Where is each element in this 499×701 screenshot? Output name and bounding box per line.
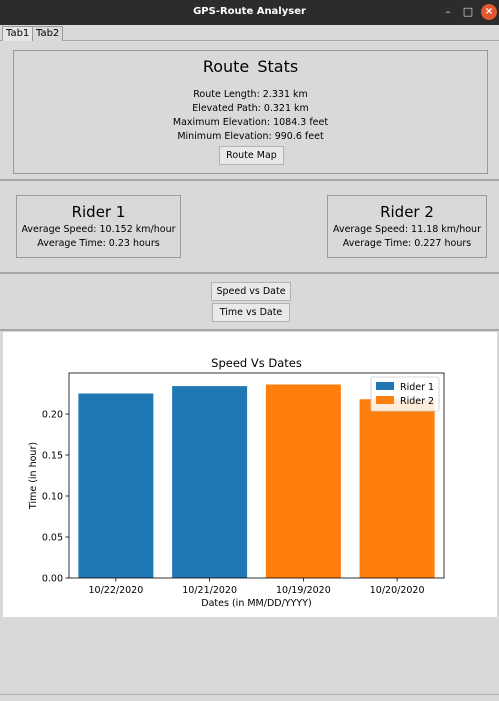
window-titlebar: GPS-Route Analyser – □ × (0, 0, 499, 25)
close-icon[interactable]: × (481, 4, 497, 20)
rider2-panel: Rider 2 Average Speed: 11.18 km/hour Ave… (327, 195, 487, 258)
route-stats-title: Route Stats (202, 57, 299, 76)
window-title: GPS-Route Analyser (193, 6, 306, 17)
y-tick-label: 0.20 (42, 410, 63, 421)
time-vs-date-button[interactable]: Time vs Date (212, 303, 290, 322)
bar-chart: Speed Vs Dates 0.00 0.05 0.10 0.15 0.20 10/22/… (28, 356, 445, 609)
rider2-speed: Average Speed: 11.18 km/hour (333, 224, 481, 235)
legend-swatch-1 (376, 382, 394, 390)
rider2-time: Average Time: 0.227 hours (342, 238, 472, 249)
tab-2[interactable]: Tab2 (32, 26, 64, 41)
legend-label-1: Rider 1 (400, 382, 434, 393)
bar-2-4 (359, 399, 435, 578)
speed-vs-date-button[interactable]: Speed vs Date (211, 282, 291, 301)
elevated-path: Elevated Path: 0.321 km (192, 103, 309, 114)
legend-swatch-2 (376, 396, 394, 404)
divider (0, 329, 499, 331)
y-axis-label: Time (in hour) (28, 442, 39, 510)
y-tick-label: 0.15 (42, 451, 63, 462)
tab-1[interactable]: Tab1 (2, 26, 34, 41)
min-elevation: Minimum Elevation: 990.6 feet (177, 131, 324, 142)
y-tick-label: 0.10 (42, 492, 63, 503)
chart-canvas: Speed Vs Dates 0.00 0.05 0.10 0.15 0.20 10/22/… (3, 332, 497, 617)
x-tick-label: 10/19/2020 (276, 585, 331, 596)
bar-2-3 (265, 384, 341, 578)
route-stats-panel: Route Stats Route Length: 2.331 km Eleva… (13, 50, 488, 174)
bar-1-2 (172, 386, 248, 578)
y-tick-label: 0.05 (42, 533, 63, 544)
rider1-speed: Average Speed: 10.152 km/hour (21, 224, 176, 235)
y-tick-label: 0.00 (42, 574, 63, 585)
chart-title: Speed Vs Dates (211, 356, 302, 370)
rider1-title: Rider 1 (71, 203, 126, 221)
minimize-icon[interactable]: – (445, 5, 451, 18)
x-tick-label: 10/21/2020 (182, 585, 237, 596)
rider1-time: Average Time: 0.23 hours (37, 238, 160, 249)
plot-frame (68, 372, 445, 579)
divider (0, 179, 499, 181)
route-map-button[interactable]: Route Map (219, 146, 284, 165)
bottom-border (0, 694, 499, 695)
divider (0, 272, 499, 274)
maximize-icon[interactable]: □ (462, 5, 474, 18)
rider2-title: Rider 2 (380, 203, 434, 221)
x-tick-label: 10/22/2020 (88, 585, 143, 596)
route-length: Route Length: 2.331 km (193, 89, 308, 100)
legend-label-2: Rider 2 (400, 396, 434, 407)
tab-bar: Tab1 Tab2 (0, 25, 499, 41)
bar-1-1 (78, 393, 154, 578)
x-tick-label: 10/20/2020 (370, 585, 425, 596)
rider1-panel: Rider 1 Average Speed: 10.152 km/hour Av… (16, 195, 181, 258)
x-axis-label: Dates (in MM/DD/YYYY) (201, 598, 311, 609)
max-elevation: Maximum Elevation: 1084.3 feet (172, 117, 329, 128)
